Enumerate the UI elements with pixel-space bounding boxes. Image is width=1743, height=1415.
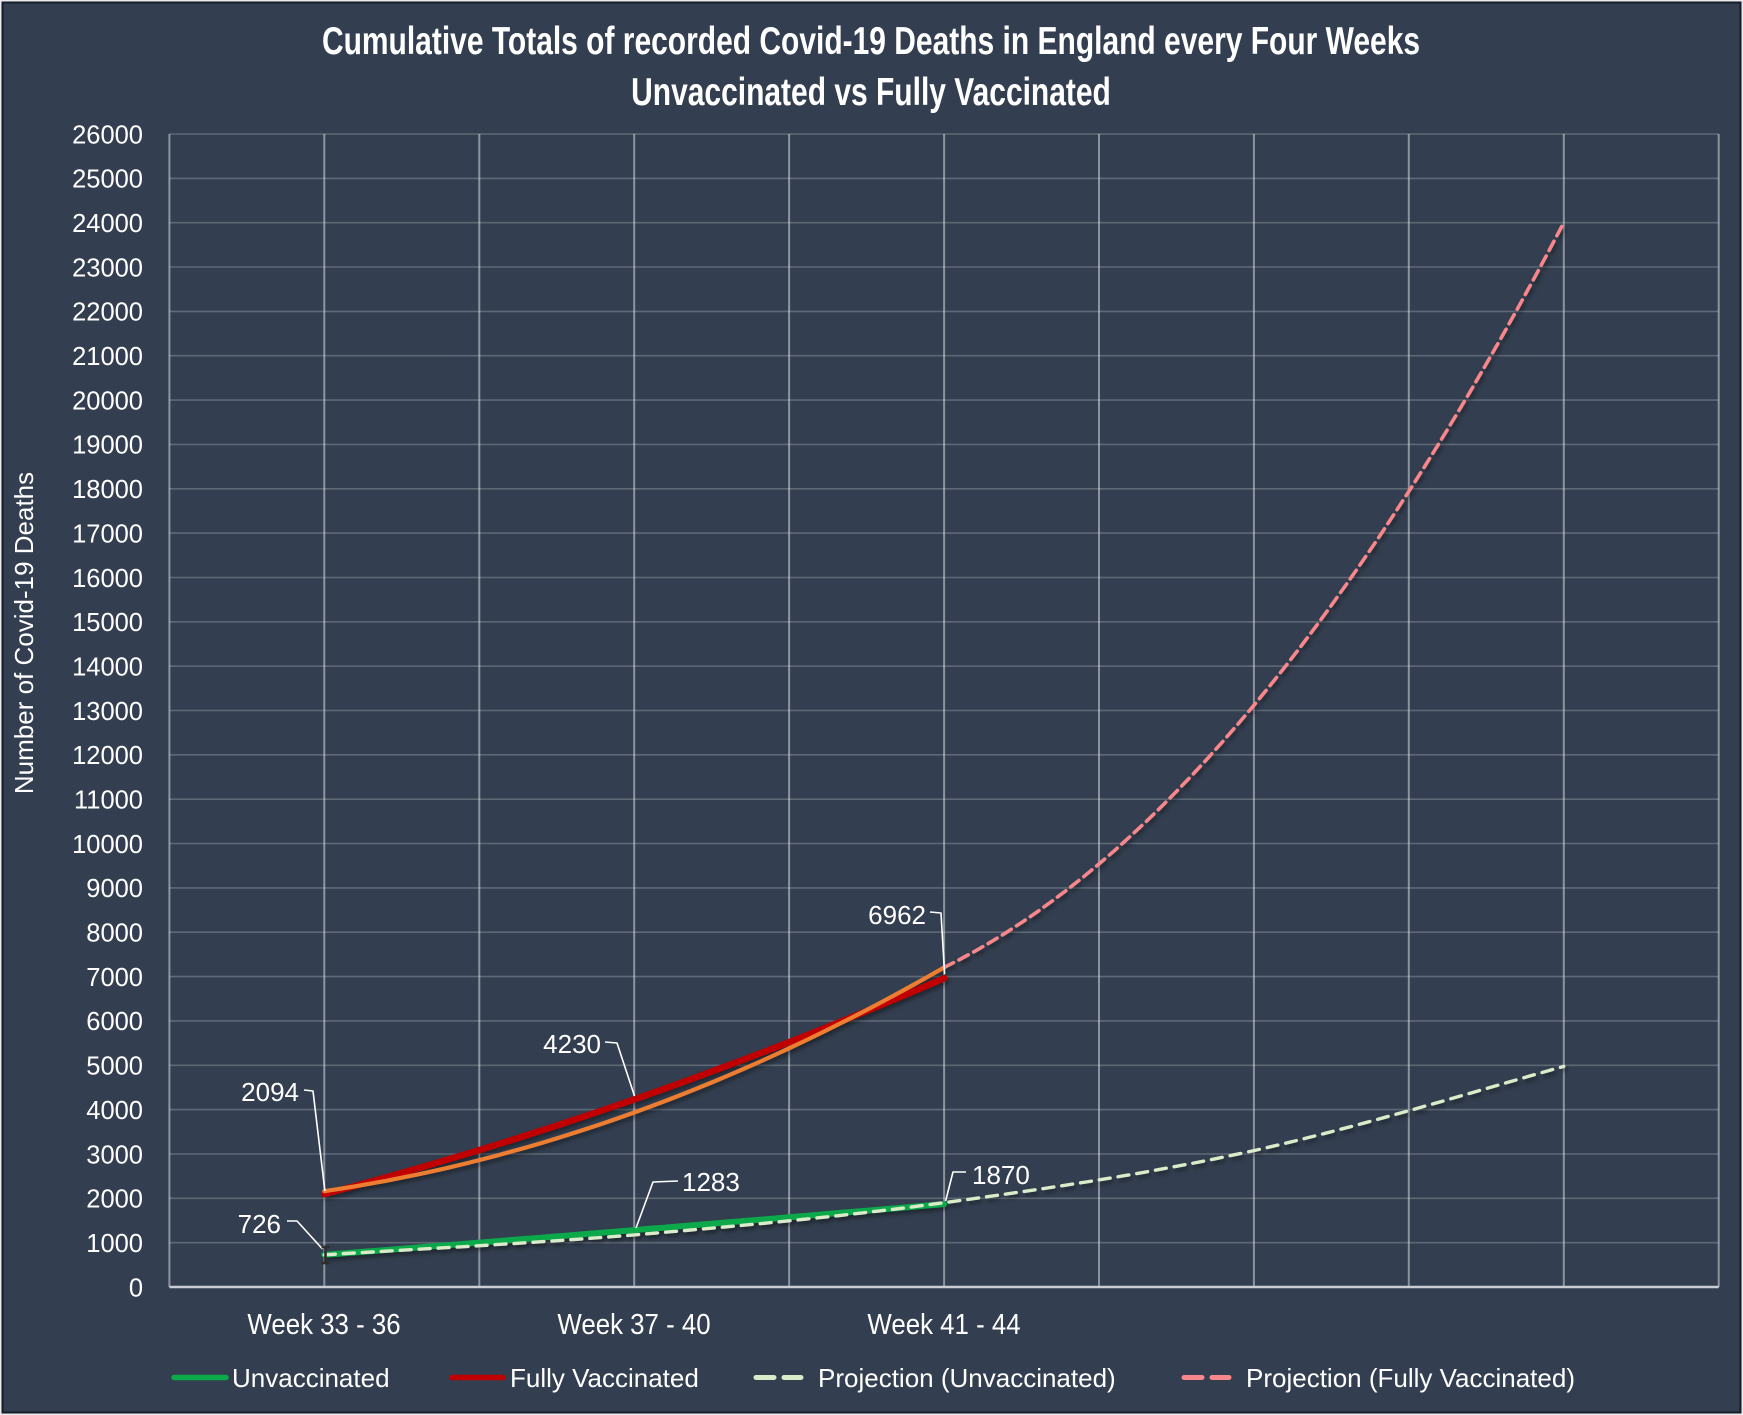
svg-text:Week 41 - 44: Week 41 - 44 [867, 1308, 1020, 1340]
svg-text:Unvaccinated: Unvaccinated [232, 1363, 390, 1393]
svg-text:Fully Vaccinated: Fully Vaccinated [510, 1363, 699, 1393]
svg-text:2094: 2094 [241, 1077, 299, 1107]
svg-text:1283: 1283 [682, 1167, 740, 1197]
svg-text:0: 0 [129, 1274, 143, 1302]
svg-text:9000: 9000 [86, 875, 143, 903]
svg-text:10000: 10000 [72, 831, 143, 859]
svg-text:11000: 11000 [74, 787, 143, 815]
svg-text:25000: 25000 [72, 166, 143, 194]
svg-text:19000: 19000 [72, 432, 143, 460]
svg-text:21000: 21000 [72, 343, 143, 371]
svg-text:Week 33 - 36: Week 33 - 36 [247, 1308, 400, 1340]
svg-text:8000: 8000 [86, 920, 143, 948]
svg-text:18000: 18000 [72, 476, 143, 504]
svg-text:726: 726 [238, 1209, 281, 1239]
svg-text:20000: 20000 [72, 387, 143, 415]
svg-text:13000: 13000 [72, 698, 143, 726]
svg-text:7000: 7000 [86, 964, 143, 992]
svg-text:1870: 1870 [972, 1160, 1030, 1190]
svg-text:Number of Covid-19 Deaths: Number of Covid-19 Deaths [9, 472, 39, 794]
svg-text:23000: 23000 [72, 254, 143, 282]
svg-text:15000: 15000 [72, 609, 143, 637]
svg-text:Projection (Unvaccinated): Projection (Unvaccinated) [818, 1363, 1116, 1393]
svg-text:16000: 16000 [72, 565, 143, 593]
svg-text:Projection (Fully Vaccinated): Projection (Fully Vaccinated) [1246, 1363, 1575, 1393]
svg-text:3000: 3000 [86, 1141, 143, 1169]
svg-text:12000: 12000 [72, 742, 143, 770]
svg-text:Unvaccinated vs Fully Vaccinat: Unvaccinated vs Fully Vaccinated [631, 72, 1111, 114]
svg-text:22000: 22000 [72, 299, 143, 327]
svg-text:1000: 1000 [86, 1230, 143, 1258]
svg-text:2000: 2000 [86, 1186, 143, 1214]
svg-text:14000: 14000 [72, 654, 143, 682]
svg-text:4000: 4000 [86, 1097, 143, 1125]
svg-text:Cumulative Totals of recorded: Cumulative Totals of recorded Covid-19 D… [322, 21, 1420, 63]
svg-text:6000: 6000 [86, 1008, 143, 1036]
svg-text:26000: 26000 [72, 121, 143, 149]
svg-text:4230: 4230 [543, 1029, 601, 1059]
svg-text:Week 37 - 40: Week 37 - 40 [557, 1308, 710, 1340]
svg-text:24000: 24000 [72, 210, 143, 238]
svg-text:5000: 5000 [86, 1053, 143, 1081]
svg-text:17000: 17000 [72, 520, 143, 548]
svg-text:6962: 6962 [868, 900, 926, 930]
